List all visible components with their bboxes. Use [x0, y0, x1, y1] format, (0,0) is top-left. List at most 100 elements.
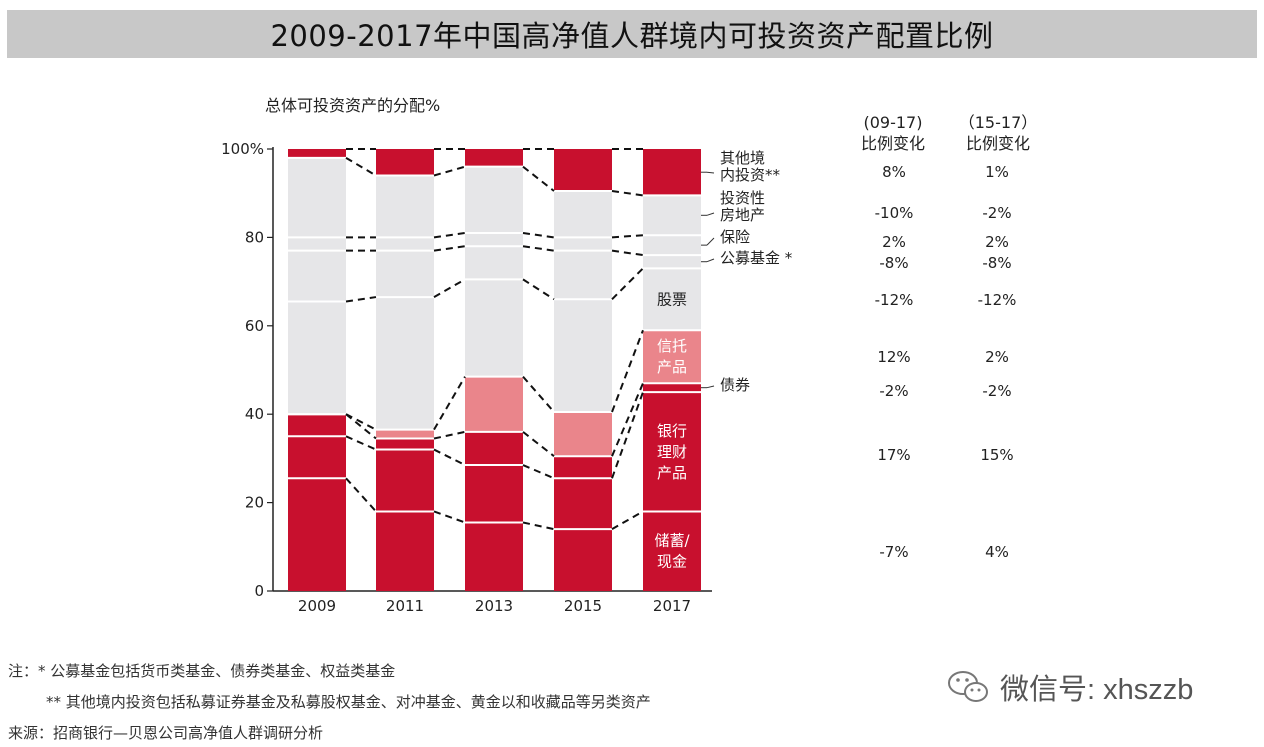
change-15-17-wealth: 15% [980, 446, 1013, 464]
bar-segment-stock-2009 [288, 301, 346, 415]
watermark: 微信号: xhszzb [946, 666, 1193, 708]
x-tick-label: 2017 [653, 597, 691, 615]
legend-leader [706, 171, 715, 174]
connector-line-cash [611, 510, 644, 530]
bar-segment-cash-2013 [465, 522, 523, 591]
bar-segment-cash-2017 [643, 511, 701, 591]
connector-line-insurance [433, 231, 466, 239]
source-note: 来源：招商银行—贝恩公司高净值人群调研分析 [8, 724, 324, 742]
legend-label-other: 其他境 [720, 149, 765, 167]
bar-segment-realestate-2013 [465, 166, 523, 233]
column-header-15-17: （15-17） 比例变化 [950, 112, 1046, 154]
legend-label-insurance: 保险 [720, 228, 750, 246]
connector-line-stock [522, 278, 555, 301]
change-15-17-insurance: 2% [985, 233, 1009, 251]
change-09-17-other: 8% [882, 163, 906, 181]
change-15-17-realestate: -2% [982, 204, 1011, 222]
connector-line-insurance [611, 234, 644, 239]
connector-line-realestate [345, 156, 377, 177]
change-09-17-bond: -2% [879, 382, 908, 400]
bar-segment-bond-2017 [643, 383, 701, 393]
legend-leader [706, 237, 715, 246]
y-tick-label: 40 [245, 405, 264, 423]
legend-leader [706, 258, 715, 263]
bar-segment-insurance-2013 [465, 232, 523, 247]
connector-line-cash [433, 510, 466, 524]
change-15-17-stock: -12% [978, 291, 1017, 309]
change-09-17-stock: -12% [875, 291, 914, 309]
legend-label-stock: 股票 [657, 290, 687, 308]
legend-leader [706, 212, 715, 216]
connector-line-insurance [522, 231, 555, 239]
bar-segment-bond-2011 [376, 438, 434, 450]
column-header-15-17-line1: （15-17） [958, 113, 1038, 132]
footnote-2: ** 其他境内投资包括私募证券基金及私募股权基金、对冲基金、黄金以和收藏品等另类… [46, 693, 651, 711]
column-header-09-17: (09-17) 比例变化 [848, 112, 938, 154]
legend-label-cash: 储蓄/ [654, 532, 690, 550]
change-09-17-insurance: 2% [882, 233, 906, 251]
change-15-17-trust: 2% [985, 348, 1009, 366]
legend-label-wealth: 银行 [657, 422, 687, 440]
bar-segment-bond-2009 [288, 414, 346, 437]
bar-segment-wealth-2011 [376, 449, 434, 512]
connector-line-bond [345, 413, 377, 440]
change-09-17-cash: -7% [879, 543, 908, 561]
connector-line-bond [611, 382, 644, 457]
change-09-17-realestate: -10% [875, 204, 914, 222]
bar-segment-other-2011 [376, 149, 434, 176]
bar-segment-wealth-2009 [288, 436, 346, 479]
bar-segment-insurance-2017 [643, 235, 701, 256]
connector-line-wealth [345, 435, 377, 451]
bar-segment-realestate-2011 [376, 175, 434, 238]
connector-line-wealth [611, 391, 644, 479]
chart-subtitle: 总体可投资资产的分配% [265, 96, 441, 115]
bar-segment-stock-2011 [376, 297, 434, 430]
legend-label-other: 内投资** [720, 166, 781, 184]
connector-line-fund [522, 245, 555, 252]
connector-line-realestate [433, 165, 466, 177]
connector-line-bond [433, 430, 466, 440]
bar-segment-other-2009 [288, 149, 346, 158]
column-header-15-17-line2: 比例变化 [965, 134, 1030, 153]
bar-segment-wealth-2013 [465, 465, 523, 523]
connector-line-trust [433, 376, 466, 431]
legend-label-wealth: 产品 [657, 464, 687, 482]
bar-segment-stock-2015 [554, 299, 612, 412]
legend-label-trust: 信托 [657, 337, 687, 355]
column-header-09-17-line1: (09-17) [863, 113, 923, 132]
bar-segment-trust-2017 [643, 330, 701, 384]
connector-line-fund [611, 249, 644, 257]
bar-segment-wealth-2015 [554, 478, 612, 530]
connector-line-fund [433, 245, 466, 252]
bar-segment-cash-2009 [288, 478, 346, 591]
bar-segment-realestate-2017 [643, 195, 701, 236]
legend-label-bond: 债券 [720, 376, 750, 394]
x-tick-label: 2011 [386, 597, 424, 615]
connector-line-wealth [522, 464, 555, 480]
bar-segment-other-2017 [643, 149, 701, 196]
connector-line-trust [345, 413, 377, 431]
bar-segment-cash-2015 [554, 529, 612, 591]
connector-line-realestate [611, 190, 644, 197]
bar-segment-stock-2017 [643, 268, 701, 331]
bar-segment-wealth-2017 [643, 392, 701, 512]
bar-segment-stock-2013 [465, 279, 523, 377]
legend-label-trust: 产品 [657, 358, 687, 376]
watermark-text: 微信号: xhszzb [1000, 674, 1194, 706]
y-tick-label: 60 [245, 317, 264, 335]
x-tick-label: 2009 [298, 597, 336, 615]
bar-segment-bond-2015 [554, 456, 612, 479]
change-09-17-trust: 12% [877, 348, 910, 366]
connector-line-trust [522, 375, 555, 413]
connector-line-trust [611, 329, 644, 413]
bar-segment-fund-2013 [465, 246, 523, 280]
connector-line-stock [433, 278, 466, 298]
x-tick-label: 2015 [564, 597, 602, 615]
change-15-17-fund: -8% [982, 254, 1011, 272]
bar-segment-fund-2009 [288, 250, 346, 302]
bar-segment-trust-2013 [465, 376, 523, 432]
change-09-17-wealth: 17% [877, 446, 910, 464]
bar-segment-realestate-2009 [288, 157, 346, 238]
change-15-17-cash: 4% [985, 543, 1009, 561]
